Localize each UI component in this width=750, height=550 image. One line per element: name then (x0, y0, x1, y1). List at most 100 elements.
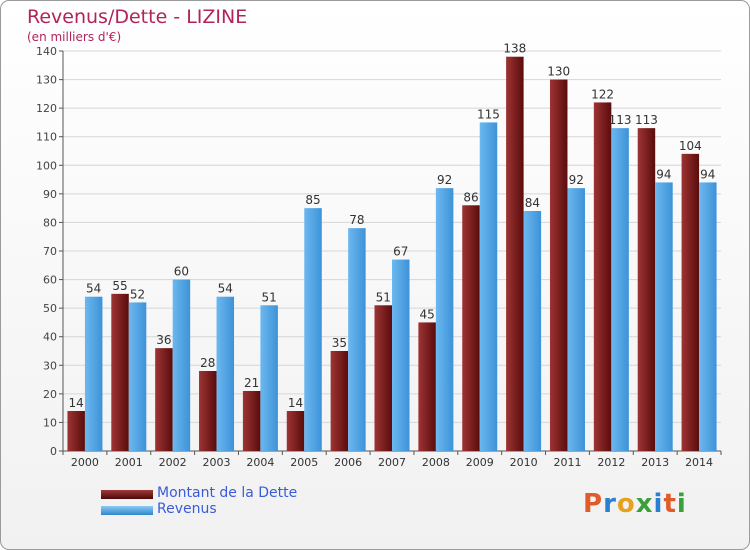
legend-label-revenus: Revenus (157, 501, 217, 517)
data-label: 86 (463, 190, 478, 204)
data-label: 21 (244, 376, 259, 390)
bar-dette (199, 371, 217, 451)
bar-revenus (611, 128, 629, 451)
data-label: 54 (218, 282, 233, 296)
bar-revenus (348, 228, 366, 451)
x-tick-label: 2008 (422, 456, 450, 469)
data-label: 92 (569, 173, 584, 187)
data-label: 35 (332, 336, 347, 350)
data-label: 55 (112, 279, 127, 293)
data-label: 113 (609, 113, 632, 127)
y-tick-label: 30 (43, 359, 57, 372)
y-tick-label: 80 (43, 216, 57, 229)
data-label: 52 (130, 287, 145, 301)
y-tick-label: 90 (43, 188, 57, 201)
y-tick-label: 60 (43, 274, 57, 287)
x-tick-label: 2005 (290, 456, 318, 469)
data-label: 54 (86, 282, 101, 296)
y-tick-label: 120 (36, 102, 57, 115)
data-label: 130 (547, 65, 570, 79)
data-label: 78 (349, 213, 364, 227)
x-tick-label: 2003 (203, 456, 231, 469)
x-tick-label: 2004 (246, 456, 274, 469)
x-tick-label: 2006 (334, 456, 362, 469)
x-tick-label: 2010 (510, 456, 538, 469)
bar-dette (155, 348, 173, 451)
logo-letter: i (653, 489, 664, 519)
y-tick-label: 140 (36, 45, 57, 58)
x-tick-label: 2014 (685, 456, 713, 469)
bar-revenus (216, 296, 235, 451)
bar-dette (506, 56, 524, 451)
bar-dette (242, 391, 261, 451)
bar-revenus (84, 296, 103, 451)
data-label: 94 (700, 167, 715, 181)
bar-dette (374, 305, 392, 451)
bar-revenus (523, 211, 542, 451)
bar-revenus (128, 302, 147, 451)
proxiti-logo: Proxiti (583, 489, 687, 519)
data-label: 36 (156, 333, 171, 347)
logo-letter: P (583, 489, 604, 519)
chart-subtitle: (en milliers d'€) (27, 30, 122, 44)
y-tick-label: 0 (50, 445, 57, 458)
bar-revenus (172, 279, 191, 451)
data-label: 28 (200, 356, 215, 370)
y-tick-label: 10 (43, 416, 57, 429)
bar-dette (67, 411, 85, 451)
data-label: 60 (174, 265, 189, 279)
bar-dette (681, 153, 700, 451)
data-label: 104 (679, 139, 702, 153)
data-label: 51 (376, 290, 391, 304)
legend-swatch-dette (101, 490, 153, 499)
y-tick-label: 20 (43, 388, 57, 401)
logo-letter: r (603, 489, 617, 519)
y-tick-label: 110 (36, 131, 57, 144)
bar-revenus (655, 182, 673, 451)
data-label: 67 (393, 245, 408, 259)
chart-title: Revenus/Dette - LIZINE (27, 6, 248, 28)
data-label: 14 (288, 396, 303, 410)
bar-dette (330, 351, 349, 451)
data-label: 14 (69, 396, 84, 410)
x-tick-label: 2002 (159, 456, 187, 469)
bar-revenus (260, 305, 278, 451)
bar-revenus (567, 188, 585, 451)
bar-dette (462, 205, 480, 451)
data-label: 138 (503, 42, 526, 56)
logo-letter: o (616, 489, 636, 519)
bar-revenus (699, 182, 717, 451)
bar-revenus (435, 188, 454, 451)
y-tick-label: 70 (43, 245, 57, 258)
data-label: 122 (591, 87, 614, 101)
y-tick-label: 100 (36, 159, 57, 172)
legend-label-dette: Montant de la Dette (157, 485, 298, 501)
legend-swatch-revenus (101, 506, 153, 515)
x-tick-label: 2012 (597, 456, 625, 469)
bar-dette (549, 79, 568, 452)
bar-revenus (304, 208, 322, 451)
bar-dette (418, 322, 436, 451)
y-tick-label: 50 (43, 302, 57, 315)
bar-dette (637, 128, 656, 451)
bar-dette (286, 411, 305, 451)
bar-revenus (479, 122, 498, 451)
y-tick-label: 130 (36, 74, 57, 87)
data-label: 84 (525, 196, 540, 210)
x-tick-label: 2000 (71, 456, 99, 469)
data-label: 45 (419, 307, 434, 321)
data-label: 94 (656, 167, 671, 181)
bar-revenus (392, 259, 410, 451)
bar-dette (593, 102, 612, 451)
x-tick-label: 2013 (641, 456, 669, 469)
x-tick-label: 2009 (466, 456, 494, 469)
x-tick-label: 2001 (115, 456, 143, 469)
data-label: 85 (305, 193, 320, 207)
x-tick-label: 2007 (378, 456, 406, 469)
bar-dette (111, 293, 129, 451)
logo-letter: x (635, 489, 654, 519)
y-tick-label: 40 (43, 331, 57, 344)
data-label: 51 (262, 290, 277, 304)
